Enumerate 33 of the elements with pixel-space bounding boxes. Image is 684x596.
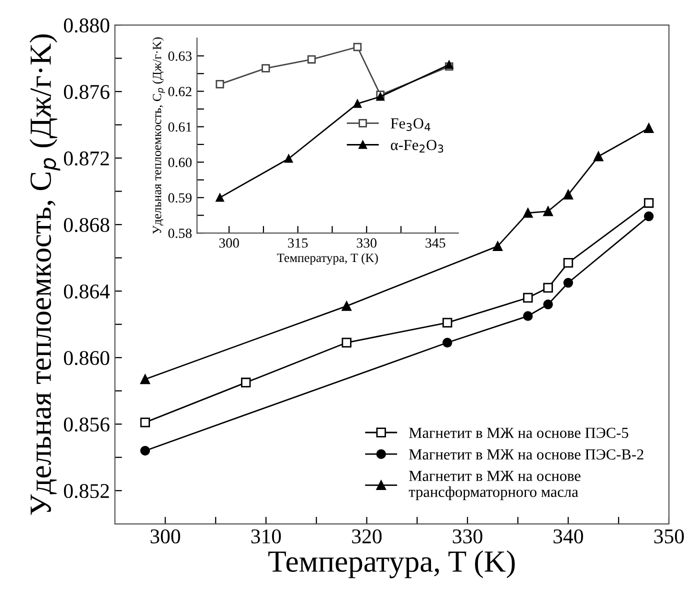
x-tick-label: 310: [251, 529, 281, 544]
y-tick-label: 0.880: [64, 18, 110, 33]
x-axis-title: Температура, T (K): [268, 550, 515, 578]
x-tick-label: 330: [356, 238, 376, 248]
x-tick-label: 345: [426, 238, 446, 248]
y-tick-label: 0.852: [64, 484, 109, 498]
y-tick-label: 0.868: [64, 218, 110, 232]
y-tick-label: 0.856: [64, 417, 110, 432]
x-tick-label: 330: [452, 529, 482, 544]
x-tick-label: 300: [219, 238, 239, 248]
legend-label: Магнетит в МЖ на основе трансформаторного масла: [408, 470, 580, 500]
y-tick-label: 0.63: [168, 51, 192, 61]
y-tick-label: 0.872: [64, 151, 109, 166]
y-axis-title: Удельная теплоемкость, C$_{p}$ (Дж/г·K): [30, 34, 60, 515]
x-tick-label: 315: [288, 238, 308, 248]
y-axis-title: Удельная теплоемкость, C$_{p}$ (Дж/г·K): [152, 37, 165, 234]
y-tick-label: 0.60: [168, 158, 192, 168]
y-tick-label: 0.62: [168, 86, 192, 96]
y-tick-label: 0.860: [64, 350, 110, 366]
legend-label: Магнетит в МЖ на основе ПЭС-В-2: [409, 449, 644, 460]
x-tick-label: 340: [554, 529, 584, 544]
x-tick-label: 320: [352, 529, 382, 544]
y-tick-label: 0.876: [64, 84, 110, 100]
y-tick-label: 0.61: [168, 122, 192, 132]
x-axis-title: Температура, T (K): [277, 253, 378, 265]
y-tick-label: 0.59: [168, 193, 192, 203]
y-tick-label: 0.864: [64, 284, 110, 299]
legend-label: Fe$_{3}$O$_{4}$: [390, 118, 430, 132]
x-tick-label: 300: [150, 529, 180, 544]
y-tick-label: 0.58: [168, 228, 192, 238]
x-tick-label: 350: [654, 529, 684, 544]
legend-label: Магнетит в МЖ на основе ПЭС-5: [409, 428, 628, 438]
legend-label: α-Fe$_{2}$O$_{3}$: [390, 140, 444, 153]
